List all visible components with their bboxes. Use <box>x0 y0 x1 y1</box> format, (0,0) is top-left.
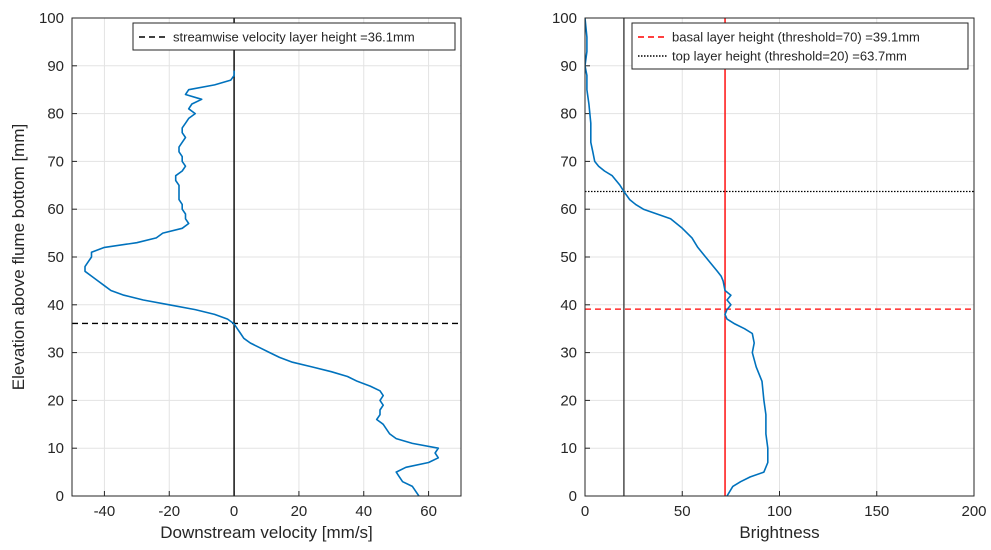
legend-entry-label: basal layer height (threshold=70) =39.1m… <box>672 30 920 45</box>
legend: basal layer height (threshold=70) =39.1m… <box>631 22 969 70</box>
x-axis-label: Downstream velocity [mm/s] <box>160 523 373 542</box>
legend-box <box>631 22 969 70</box>
y-tick-label: 40 <box>560 297 577 314</box>
plot-area <box>72 18 461 496</box>
axes-box <box>584 17 975 497</box>
x-tick-label: 200 <box>961 503 986 520</box>
x-tick-label: 50 <box>674 503 691 520</box>
y-tick-label: 100 <box>39 10 64 27</box>
y-axis-label: Elevation above flume bottom [mm] <box>9 124 28 390</box>
legend-entry-label: top layer height (threshold=20) =63.7mm <box>672 49 907 64</box>
x-tick-label: -40 <box>94 503 116 520</box>
legend-box <box>132 22 456 51</box>
legend-entry-label: streamwise velocity layer height =36.1mm <box>173 30 415 45</box>
y-tick-label: 20 <box>47 392 64 409</box>
y-tick-label: 90 <box>560 58 577 75</box>
y-tick-label: 80 <box>560 106 577 123</box>
x-tick-label: 150 <box>864 503 889 520</box>
x-tick-label: 0 <box>230 503 238 520</box>
x-tick-label: 40 <box>355 503 372 520</box>
y-tick-label: 50 <box>47 249 64 266</box>
y-tick-label: 0 <box>569 488 577 505</box>
y-tick-label: 40 <box>47 297 64 314</box>
y-tick-label: 10 <box>47 440 64 457</box>
x-tick-label: 60 <box>420 503 437 520</box>
y-tick-label: 0 <box>56 488 64 505</box>
y-tick-label: 30 <box>560 345 577 362</box>
data-series-line <box>84 70 440 496</box>
axes-box <box>71 17 462 497</box>
y-tick-label: 50 <box>560 249 577 266</box>
data-series-line <box>585 18 769 496</box>
y-tick-label: 70 <box>560 153 577 170</box>
y-tick-label: 20 <box>560 392 577 409</box>
y-tick-label: 60 <box>47 201 64 218</box>
y-tick-label: 90 <box>47 58 64 75</box>
y-tick-label: 80 <box>47 106 64 123</box>
x-tick-label: -20 <box>158 503 180 520</box>
x-tick-label: 20 <box>291 503 308 520</box>
y-tick-label: 70 <box>47 153 64 170</box>
y-tick-label: 60 <box>560 201 577 218</box>
y-tick-label: 100 <box>552 10 577 27</box>
x-tick-label: 100 <box>767 503 792 520</box>
legend: streamwise velocity layer height =36.1mm <box>132 22 456 51</box>
x-tick-label: 0 <box>581 503 589 520</box>
x-axis-label: Brightness <box>739 523 819 542</box>
chart-panel-1: -40 -20 0 20 40 60 0 10 20 30 40 50 60 70 80 90 100 Downs… <box>9 10 462 542</box>
chart-panel-2: 0 50 100 150 200 0 10 20 30 40 50 60 70 80 90 100 Bright… <box>552 10 987 542</box>
y-tick-label: 30 <box>47 345 64 362</box>
y-tick-label: 10 <box>560 440 577 457</box>
plot-area <box>585 18 974 496</box>
